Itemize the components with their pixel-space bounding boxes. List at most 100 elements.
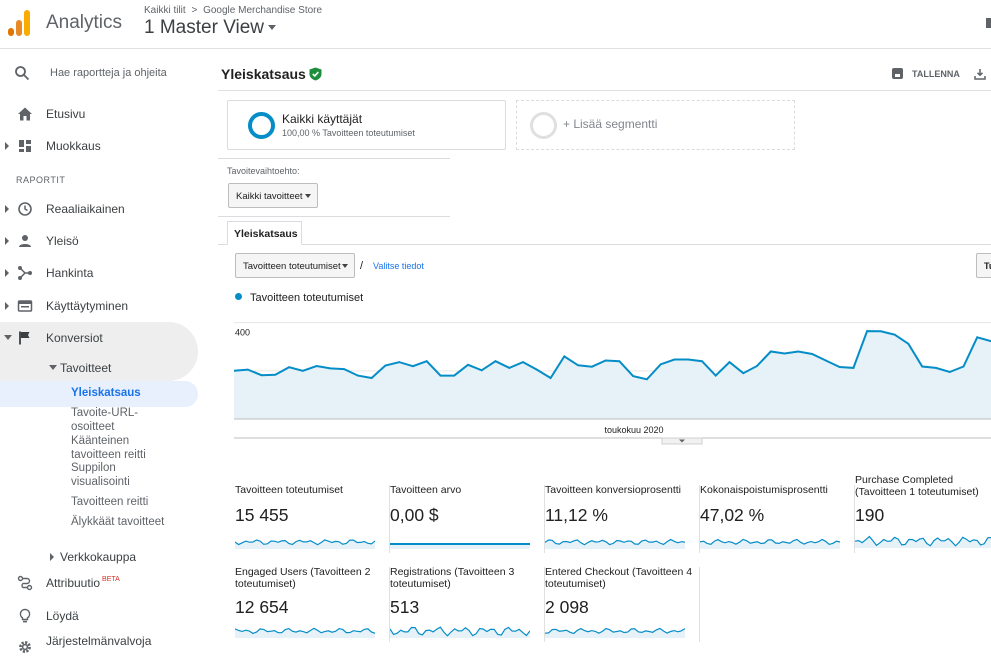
sidebar-item-goal-flow[interactable]: Tavoitteen reitti <box>71 496 149 508</box>
home-icon <box>18 107 32 121</box>
data-point <box>852 367 855 369</box>
analytics-logo-icon[interactable] <box>8 10 32 36</box>
sidebar-item-customization[interactable]: Muokkaus <box>0 132 210 160</box>
sidebar-item-audience[interactable]: Yleisö <box>0 227 210 255</box>
data-point <box>234 369 235 372</box>
empty-segment-ring-icon <box>530 112 557 139</box>
scorecard-value: 513 <box>390 597 420 617</box>
sidebar-item-realtime[interactable]: Reaaliaikainen <box>0 195 210 223</box>
flag-icon <box>19 331 30 345</box>
sidebar-item-goals-overview[interactable]: Yleiskatsaus <box>71 387 141 399</box>
sidebar-item-goals[interactable]: Tavoitteet <box>0 354 210 382</box>
y-tick-label: 400 <box>235 328 250 338</box>
expand-arrow-icon <box>50 553 54 561</box>
sparkline-area <box>545 539 685 549</box>
lightbulb-icon <box>19 608 31 623</box>
data-point <box>577 364 579 367</box>
sidebar-item-ecommerce[interactable]: Verkkokauppa <box>0 543 210 571</box>
expand-arrow-icon <box>5 142 9 150</box>
collapse-arrow-icon <box>49 365 57 370</box>
scorecard[interactable]: Registrations (Tavoitteen 3 toteutumiset… <box>390 566 545 642</box>
scorecard-value: 190 <box>855 505 885 525</box>
add-segment-button[interactable]: + Lisää segmentti <box>516 100 795 150</box>
main-content: Yleiskatsaus TALLENNA Kaikki käyttäjät 1… <box>218 49 991 661</box>
sparkline-area <box>390 544 530 549</box>
scorecard-value: 2 098 <box>545 597 589 617</box>
sidebar-item-discover[interactable]: Löydä <box>0 602 210 630</box>
scorecard[interactable]: Tavoitteen konversioprosentti 11,12 % <box>545 484 700 553</box>
verified-shield-icon <box>309 67 322 81</box>
breadcrumb-property[interactable]: Google Merchandise Store <box>203 5 323 16</box>
sidebar-item-admin[interactable]: Järjestelmänvalvoja <box>0 629 210 661</box>
series-area <box>234 331 991 419</box>
data-point <box>604 359 607 362</box>
time-granularity-button[interactable]: Tu <box>976 253 991 278</box>
tab-overview[interactable]: Yleiskatsaus <box>227 221 302 245</box>
view-selector[interactable]: 1 Master View <box>144 17 277 39</box>
sparkline-line <box>235 627 375 635</box>
choose-metric-link[interactable]: Valitse tiedot <box>373 261 424 271</box>
breadcrumb[interactable]: Kaikki tilit > Google Merchandise Store <box>144 5 325 16</box>
scorecard-value: 11,12 % <box>545 505 608 525</box>
data-point <box>522 361 524 364</box>
data-point <box>246 368 249 371</box>
sparkline <box>700 538 840 549</box>
scorecard[interactable]: Engaged Users (Tavoitteen 2 toteutumiset… <box>235 566 390 642</box>
segment-percentage: 100,00 % Tavoitteen toteutumiset <box>282 128 415 138</box>
scorecard-title: Tavoitteen toteutumiset <box>235 484 343 496</box>
metric-dropdown[interactable]: Tavoitteen toteutumiset <box>235 253 355 278</box>
tab-label: Yleiskatsaus <box>234 228 298 240</box>
sidebar-item-label: Etusivu <box>46 107 86 121</box>
data-point <box>797 350 800 353</box>
goal-option-label: Tavoitevaihtoehto: <box>227 166 300 176</box>
goal-option-dropdown[interactable]: Kaikki tavoitteet <box>228 183 318 208</box>
notification-icon[interactable] <box>986 18 991 28</box>
sidebar-item-conversions[interactable]: Konversiot <box>0 324 210 352</box>
scorecard[interactable]: Purchase Completed (Tavoitteen 1 toteutu… <box>855 474 991 550</box>
sidebar-item-acquisition[interactable]: Hankinta <box>0 259 210 287</box>
data-point <box>976 336 979 339</box>
breadcrumb-all-accounts[interactable]: Kaikki tilit <box>144 5 186 16</box>
add-segment-label: + Lisää segmentti <box>563 117 658 131</box>
data-point <box>879 330 882 333</box>
sidebar-item-goal-urls[interactable]: Tavoite-URL-osoitteet <box>71 407 139 433</box>
segment-name: Kaikki käyttäjät <box>282 112 363 126</box>
sidebar-item-label: Yleisö <box>46 234 79 248</box>
sparkline-area <box>700 539 840 549</box>
data-point <box>632 375 635 378</box>
scorecard[interactable]: Kokonaispoistumisprosentti 47,02 % <box>700 484 855 553</box>
sparkline-line <box>700 538 840 545</box>
sidebar-item-behavior[interactable]: Käyttäytyminen <box>0 292 210 320</box>
segment-ring-icon <box>248 112 275 139</box>
sparkline <box>235 627 375 638</box>
sidebar-item-funnel-visualization[interactable]: Suppilon visualisointi <box>71 462 130 488</box>
sidebar-item-attribution[interactable]: Attribuutio BETA <box>0 569 210 597</box>
attribution-icon <box>17 575 33 591</box>
data-point <box>494 360 497 363</box>
data-point <box>412 365 414 368</box>
beta-badge: BETA <box>102 576 120 583</box>
data-point <box>274 373 277 376</box>
sidebar-item-smart-goals[interactable]: Älykkäät tavoitteet <box>71 516 165 528</box>
sparkline-line <box>390 626 530 637</box>
data-point <box>673 358 676 361</box>
line-chart[interactable]: 400200toukokuu 2020 <box>234 305 991 445</box>
gear-icon <box>19 641 31 653</box>
divider <box>218 158 450 159</box>
sidebar-item-home[interactable]: Etusivu <box>0 100 210 128</box>
breadcrumb-separator: > <box>191 5 198 16</box>
person-icon <box>19 235 31 247</box>
download-icon[interactable] <box>974 68 986 80</box>
top-header: Analytics Kaikki tilit > Google Merchand… <box>0 0 991 49</box>
sidebar-item-reverse-goal-path[interactable]: Käänteinen tavoitteen reitti <box>71 435 146 461</box>
scorecard[interactable]: Tavoitteen toteutumiset 15 455 <box>235 484 390 553</box>
chevron-down-icon <box>342 264 348 268</box>
data-point <box>948 371 951 373</box>
data-point <box>962 365 965 368</box>
x-axis-label: toukokuu 2020 <box>604 425 663 435</box>
segment-all-users[interactable]: Kaikki käyttäjät 100,00 % Tavoitteen tot… <box>227 100 506 150</box>
sidebar-item-label: Tavoitteet <box>60 361 112 375</box>
scorecard[interactable]: Tavoitteen arvo 0,00 $ <box>390 484 545 553</box>
scorecard[interactable]: Entered Checkout (Tavoitteen 4 toteutumi… <box>545 566 700 642</box>
search-box[interactable]: Hae raportteja ja ohjeita <box>0 57 210 89</box>
